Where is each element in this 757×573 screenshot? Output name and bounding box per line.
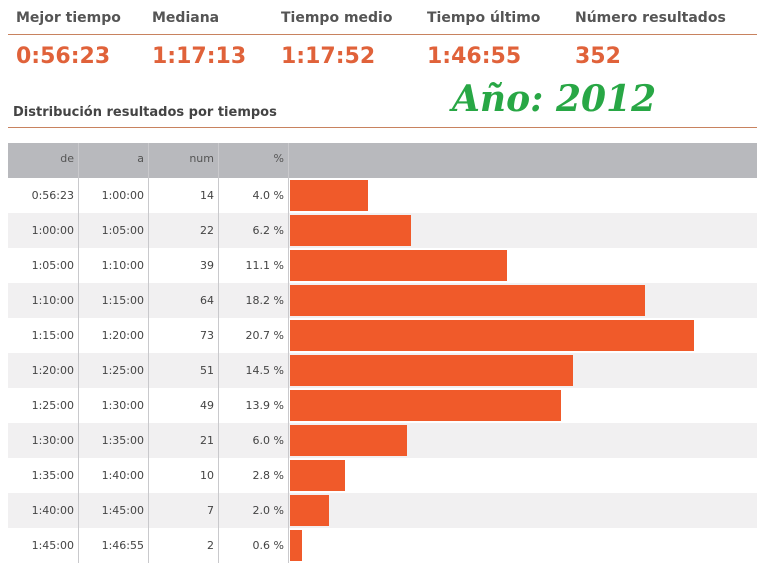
result-count-value: 352 — [575, 44, 621, 69]
count-cell: 49 — [200, 399, 214, 412]
distribution-bar — [290, 180, 368, 211]
range-start-cell: 1:45:00 — [31, 539, 74, 552]
distribution-bar — [290, 355, 573, 386]
header-num: num — [189, 152, 214, 165]
range-start-cell: 1:20:00 — [31, 364, 74, 377]
table-row: 1:35:00 1:40:00 10 2.8 % — [8, 458, 757, 493]
column-divider — [148, 143, 149, 563]
column-divider — [288, 143, 289, 563]
distribution-bar — [290, 320, 694, 351]
range-start-cell: 1:40:00 — [31, 504, 74, 517]
median-value: 1:17:13 — [152, 44, 247, 69]
percent-cell: 4.0 % — [252, 189, 284, 202]
range-start-cell: 1:10:00 — [31, 294, 74, 307]
percent-cell: 13.9 % — [245, 399, 284, 412]
percent-cell: 2.8 % — [252, 469, 284, 482]
range-start-cell: 1:15:00 — [31, 329, 74, 342]
range-end-cell: 1:46:55 — [101, 539, 144, 552]
percent-cell: 2.0 % — [252, 504, 284, 517]
range-end-cell: 1:25:00 — [101, 364, 144, 377]
divider — [8, 34, 757, 35]
range-end-cell: 1:00:00 — [101, 189, 144, 202]
percent-cell: 18.2 % — [245, 294, 284, 307]
count-cell: 2 — [207, 539, 214, 552]
count-cell: 7 — [207, 504, 214, 517]
distribution-bar — [290, 285, 645, 316]
count-cell: 14 — [200, 189, 214, 202]
year-label: Año: 2012 — [452, 78, 657, 120]
range-end-cell: 1:15:00 — [101, 294, 144, 307]
table-row: 1:40:00 1:45:00 7 2.0 % — [8, 493, 757, 528]
range-end-cell: 1:05:00 — [101, 224, 144, 237]
count-cell: 64 — [200, 294, 214, 307]
table-row: 1:00:00 1:05:00 22 6.2 % — [8, 213, 757, 248]
header-de: de — [60, 152, 74, 165]
table-row: 1:20:00 1:25:00 51 14.5 % — [8, 353, 757, 388]
table-body: 0:56:23 1:00:00 14 4.0 % 1:00:00 1:05:00 22 6.2… — [8, 178, 757, 563]
range-end-cell: 1:45:00 — [101, 504, 144, 517]
range-end-cell: 1:30:00 — [101, 399, 144, 412]
count-cell: 51 — [200, 364, 214, 377]
count-cell: 22 — [200, 224, 214, 237]
table-row: 1:30:00 1:35:00 21 6.0 % — [8, 423, 757, 458]
range-start-cell: 1:05:00 — [31, 259, 74, 272]
range-end-cell: 1:10:00 — [101, 259, 144, 272]
table-row: 1:05:00 1:10:00 39 11.1 % — [8, 248, 757, 283]
percent-cell: 14.5 % — [245, 364, 284, 377]
percent-cell: 6.2 % — [252, 224, 284, 237]
best-time-label: Mejor tiempo — [16, 10, 121, 26]
column-divider — [78, 143, 79, 563]
column-divider — [218, 143, 219, 563]
range-start-cell: 1:25:00 — [31, 399, 74, 412]
table-row: 1:10:00 1:15:00 64 18.2 % — [8, 283, 757, 318]
distribution-bar — [290, 215, 411, 246]
summary-stats: Mejor tiempo Mediana Tiempo medio Tiempo… — [0, 0, 757, 80]
distribution-bar — [290, 460, 345, 491]
count-cell: 73 — [200, 329, 214, 342]
distribution-bar — [290, 495, 329, 526]
distribution-bar — [290, 390, 561, 421]
count-cell: 39 — [200, 259, 214, 272]
count-cell: 10 — [200, 469, 214, 482]
table-row: 1:25:00 1:30:00 49 13.9 % — [8, 388, 757, 423]
table-row: 1:15:00 1:20:00 73 20.7 % — [8, 318, 757, 353]
count-cell: 21 — [200, 434, 214, 447]
distribution-bar — [290, 425, 407, 456]
table-row: 1:45:00 1:46:55 2 0.6 % — [8, 528, 757, 563]
last-time-value: 1:46:55 — [427, 44, 522, 69]
percent-cell: 6.0 % — [252, 434, 284, 447]
best-time-value: 0:56:23 — [16, 44, 111, 69]
range-start-cell: 1:30:00 — [31, 434, 74, 447]
percent-cell: 20.7 % — [245, 329, 284, 342]
mean-time-value: 1:17:52 — [281, 44, 376, 69]
distribution-bar — [290, 530, 302, 561]
percent-cell: 0.6 % — [252, 539, 284, 552]
header-a: a — [137, 152, 144, 165]
distribution-table: de a num % 0:56:23 1:00:00 14 4.0 % 1:00:00 1… — [8, 143, 757, 563]
table-header: de a num % — [8, 143, 757, 178]
result-count-label: Número resultados — [575, 10, 726, 26]
header-pct: % — [273, 152, 284, 165]
range-start-cell: 0:56:23 — [31, 189, 74, 202]
median-label: Mediana — [152, 10, 220, 26]
range-end-cell: 1:40:00 — [101, 469, 144, 482]
range-end-cell: 1:35:00 — [101, 434, 144, 447]
range-start-cell: 1:35:00 — [31, 469, 74, 482]
table-row: 0:56:23 1:00:00 14 4.0 % — [8, 178, 757, 213]
section-title: Distribución resultados por tiempos — [13, 105, 277, 120]
range-start-cell: 1:00:00 — [31, 224, 74, 237]
distribution-bar — [290, 250, 507, 281]
percent-cell: 11.1 % — [245, 259, 284, 272]
mean-time-label: Tiempo medio — [281, 10, 393, 26]
range-end-cell: 1:20:00 — [101, 329, 144, 342]
divider — [8, 127, 757, 128]
last-time-label: Tiempo último — [427, 10, 541, 26]
